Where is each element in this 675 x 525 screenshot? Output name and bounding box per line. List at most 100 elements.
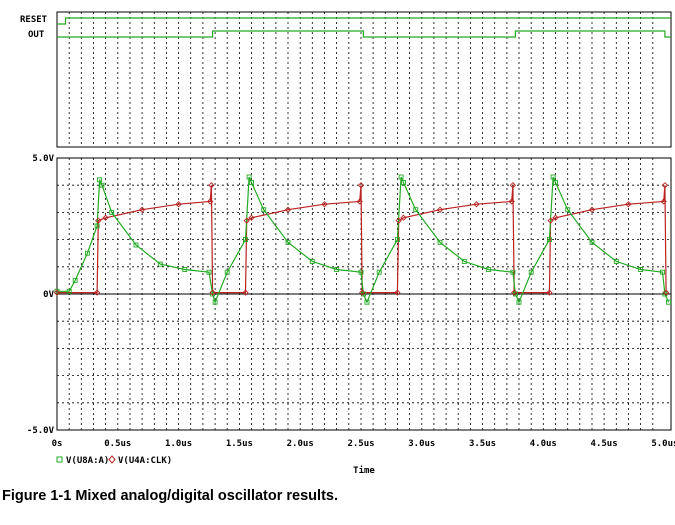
data-point-square	[66, 288, 72, 294]
data-point-square	[72, 277, 78, 283]
data-point-diamond	[357, 182, 365, 189]
digital-plot-grid	[68, 12, 654, 147]
x-tick-label: 2.5us	[347, 439, 374, 449]
data-point-square	[249, 180, 254, 185]
data-point-square	[437, 239, 443, 245]
x-tick-label: 1.5us	[226, 439, 253, 449]
data-point-diamond	[284, 206, 292, 213]
data-point-diamond	[588, 206, 596, 213]
data-point-square	[246, 174, 252, 180]
data-point-diamond	[208, 182, 215, 189]
signal-label-reset: RESET	[20, 15, 48, 25]
data-point-diamond	[95, 217, 102, 224]
analog-plot-grid	[57, 158, 671, 430]
legend: V(U8A:A) V(U4A:CLK)	[56, 455, 172, 466]
data-point-square	[157, 261, 163, 267]
data-point-square	[666, 299, 672, 305]
data-point-square	[212, 299, 218, 305]
y-tick-label-bottom: -5.0V	[27, 426, 55, 436]
data-point-square	[376, 269, 382, 275]
data-point-square	[550, 174, 556, 180]
digital-trace-reset	[57, 17, 671, 25]
data-point-diamond	[473, 201, 480, 208]
data-point-diamond	[209, 289, 216, 296]
data-point-square	[553, 180, 558, 185]
data-point-diamond	[400, 214, 407, 221]
data-point-square	[97, 177, 103, 183]
data-point-square	[309, 258, 315, 264]
legend-marker-diamond	[108, 455, 116, 464]
data-point-square	[84, 250, 90, 256]
x-axis-label: Time	[353, 465, 375, 476]
legend-marker-square	[56, 456, 63, 463]
data-point-diamond	[508, 198, 515, 205]
y-tick-label-zero: 0V	[43, 290, 54, 300]
data-point-square	[109, 209, 115, 215]
data-point-diamond	[93, 289, 101, 296]
data-point-square	[285, 239, 291, 245]
data-point-square	[364, 299, 370, 305]
x-tick-label: 1.0us	[165, 439, 192, 449]
data-point-square	[516, 299, 522, 305]
data-point-square	[546, 237, 552, 243]
digital-trace-out	[57, 30, 671, 38]
digital-plot-frame	[56, 11, 672, 148]
data-point-diamond	[436, 206, 444, 213]
data-point-diamond	[661, 182, 669, 189]
data-point-square	[638, 267, 644, 272]
data-point-square	[206, 269, 212, 275]
data-point-square	[398, 174, 404, 180]
data-point-diamond	[359, 289, 366, 296]
data-point-diamond	[395, 217, 402, 224]
data-point-square	[54, 288, 60, 294]
data-point-square	[486, 267, 492, 272]
data-point-square	[528, 269, 534, 275]
digital-traces	[57, 17, 671, 38]
data-point-square	[510, 269, 516, 275]
data-point-square	[133, 242, 139, 248]
data-point-diamond	[394, 289, 401, 296]
data-point-square	[224, 269, 230, 275]
data-point-square	[413, 207, 419, 213]
data-point-diamond	[552, 214, 559, 221]
data-point-square	[99, 182, 105, 188]
data-point-diamond	[102, 214, 109, 221]
data-point-diamond	[321, 201, 328, 208]
signal-label-out: OUT	[28, 30, 45, 40]
x-tick-label: 4.5us	[591, 439, 618, 449]
data-point-diamond	[547, 217, 554, 224]
x-tick-label: 4.0us	[530, 439, 557, 449]
data-point-diamond	[509, 182, 517, 189]
data-point-diamond	[207, 198, 214, 205]
data-point-diamond	[242, 289, 249, 296]
data-point-square	[261, 207, 267, 213]
data-point-square	[660, 269, 665, 275]
data-point-square	[394, 237, 400, 243]
data-point-diamond	[662, 289, 670, 296]
legend-label-u8a: V(U8A:A)	[66, 456, 109, 466]
data-point-diamond	[660, 198, 667, 205]
data-point-diamond	[546, 289, 553, 296]
data-point-diamond	[53, 289, 61, 296]
data-point-square	[461, 258, 467, 264]
data-point-diamond	[511, 289, 518, 296]
legend-label-u4a: V(U4A:CLK)	[118, 456, 172, 466]
data-point-diamond	[625, 201, 632, 208]
analog-traces	[53, 174, 672, 305]
data-point-square	[401, 180, 406, 185]
x-tick-label: 2.0us	[287, 439, 314, 449]
x-tick-label: 3.0us	[408, 439, 435, 449]
data-point-diamond	[248, 214, 255, 221]
data-point-square	[613, 258, 619, 264]
data-point-diamond	[175, 201, 182, 208]
data-point-square	[334, 267, 340, 272]
data-point-square	[243, 237, 248, 243]
data-point-square	[358, 269, 364, 275]
x-tick-label: 5.0us	[651, 439, 675, 449]
x-tick-labels: 0s 0.5us 1.0us 1.5us 2.0us 2.5us 3.0us 3.5us 4.0…	[52, 439, 675, 449]
data-point-square	[210, 291, 216, 297]
y-tick-label-top: 5.0V	[32, 154, 54, 164]
data-point-diamond	[138, 206, 146, 213]
analog-plot-frame	[56, 157, 672, 431]
